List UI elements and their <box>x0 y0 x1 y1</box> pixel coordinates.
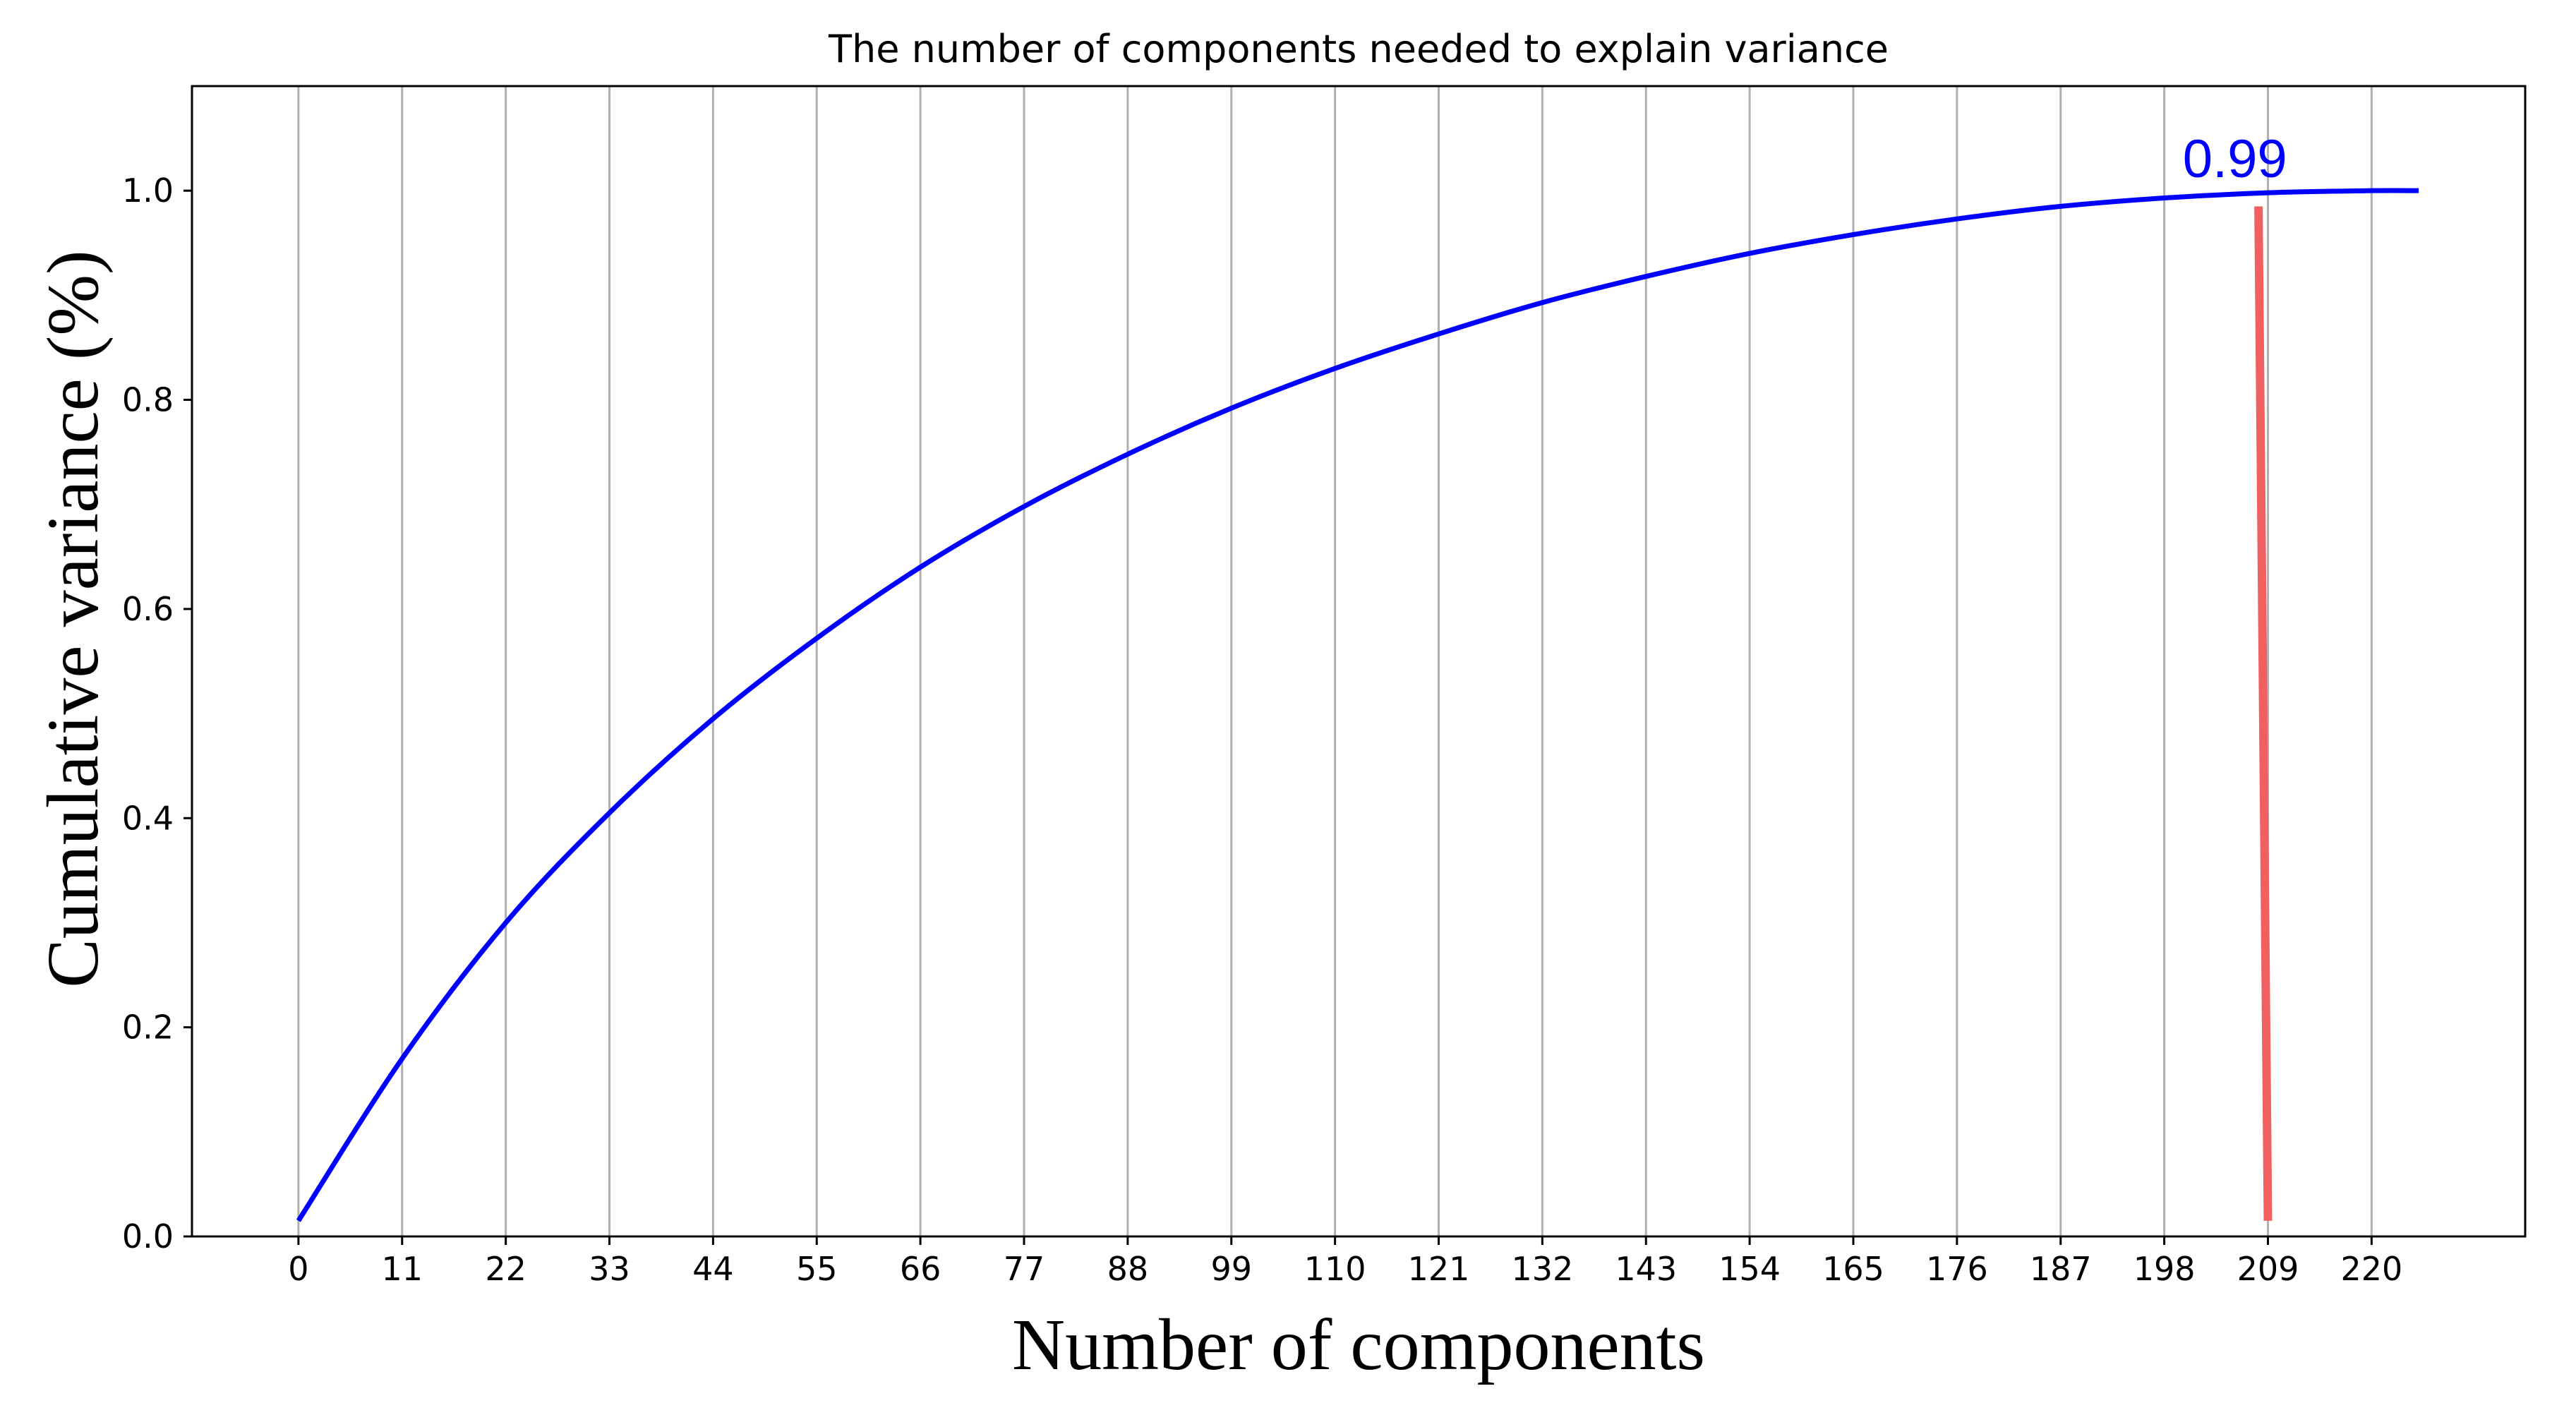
x-tick-label: 0 <box>288 1250 308 1288</box>
x-tick-label: 11 <box>381 1250 423 1288</box>
x-tick-label: 143 <box>1615 1250 1677 1288</box>
x-tick-label: 132 <box>1511 1250 1573 1288</box>
x-tick-label: 22 <box>485 1250 526 1288</box>
x-tick-label: 88 <box>1107 1250 1149 1288</box>
x-tick-label: 44 <box>692 1250 734 1288</box>
series-line-cumulative-variance <box>296 188 2419 1222</box>
y-tick-label: 0.0 <box>122 1217 174 1256</box>
x-tick-label: 33 <box>589 1250 630 1288</box>
x-tick-label: 209 <box>2237 1250 2299 1288</box>
x-tick-label: 121 <box>1408 1250 1470 1288</box>
y-tick-label: 0.4 <box>122 799 174 837</box>
y-tick-label: 0.8 <box>122 381 174 419</box>
x-tick-label: 110 <box>1304 1250 1366 1288</box>
annotation-label: 0.99 <box>2183 129 2287 189</box>
y-tick-label: 0.6 <box>122 590 174 628</box>
x-tick-label: 55 <box>796 1250 838 1288</box>
axis-ticks: 0 11 22 33 44 55 66 77 88 99 110 121 132 143 154 165 176… <box>122 171 2402 1288</box>
x-tick-label: 165 <box>1822 1250 1884 1288</box>
x-tick-label: 77 <box>1004 1250 1045 1288</box>
chart-title: The number of components needed to expla… <box>828 27 1889 71</box>
x-tick-label: 176 <box>1926 1250 1988 1288</box>
x-tick-label: 220 <box>2340 1250 2402 1288</box>
x-tick-label: 154 <box>1719 1250 1781 1288</box>
plot-frame <box>191 85 2527 1238</box>
y-tick-label: 1.0 <box>122 171 174 210</box>
x-tick-label: 99 <box>1210 1250 1252 1288</box>
x-axis-label: Number of components <box>1012 1304 1705 1385</box>
threshold-marker-line <box>2254 206 2273 1221</box>
x-tick-label: 198 <box>2133 1250 2196 1288</box>
y-tick-label: 0.2 <box>122 1008 174 1047</box>
x-tick-label: 187 <box>2030 1250 2092 1288</box>
y-axis-label: Cumulative variance (%) <box>32 250 114 987</box>
series-layer <box>296 188 2419 1222</box>
x-tick-label: 66 <box>900 1250 941 1288</box>
grid-lines <box>297 86 2373 1236</box>
